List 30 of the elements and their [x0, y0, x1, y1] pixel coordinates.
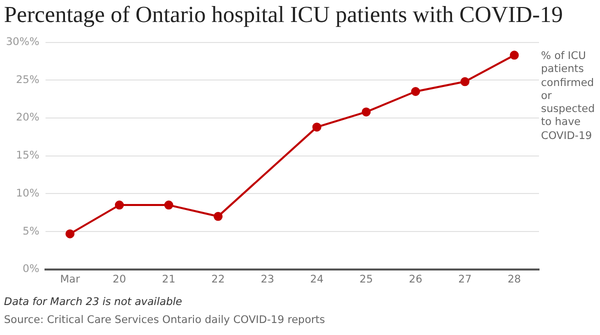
x-tick-label: 20: [112, 273, 126, 286]
point: [510, 50, 519, 60]
source-note: Source: Critical Care Services Ontario daily COVID-19 reports: [4, 313, 326, 328]
y-tick-label: 5%: [22, 225, 40, 238]
x-tick-label: 24: [310, 273, 324, 286]
x-tick-label: Mar: [60, 273, 81, 286]
point: [312, 122, 322, 132]
y-tick-label: 10%: [16, 187, 40, 200]
x-tick-label: 22: [211, 273, 225, 286]
point: [411, 87, 420, 96]
x-tick-label: 26: [408, 273, 423, 286]
chart-title: Percentage of Ontario hospital ICU patients with COVID-19: [4, 2, 563, 28]
point: [460, 77, 470, 86]
y-tick-label: 15%: [16, 150, 40, 162]
point: [214, 212, 223, 221]
point: [362, 107, 371, 116]
x-tick-label: 23: [260, 273, 274, 286]
y-tick-label: 20%: [16, 112, 40, 124]
y-tick-label: 0%: [22, 263, 40, 276]
x-tick-label: 28: [508, 273, 522, 286]
text: % of ICU patients confirmed or suspected to have COVID-19: [541, 50, 596, 144]
x-tick-label: 25: [360, 273, 373, 286]
point: [66, 229, 74, 238]
y-tick-label: 30%%: [6, 36, 40, 48]
text: Data for March 23 is not available: [4, 295, 184, 310]
x-tick-label: 21: [162, 273, 176, 286]
point: [164, 200, 174, 210]
x-tick-label: 27: [458, 273, 472, 286]
y-tick-label: 25%: [16, 74, 40, 86]
point: [114, 200, 124, 210]
